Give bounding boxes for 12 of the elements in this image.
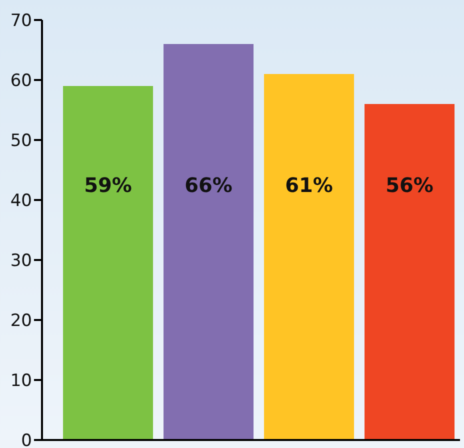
y-tick-label: 50 [10, 131, 32, 152]
data-label: 56% [386, 173, 434, 197]
y-tick-label: 30 [10, 251, 32, 272]
y-tick-label: 10 [10, 371, 32, 392]
y-tick-label: 0 [21, 431, 32, 448]
y-tick-label: 20 [10, 311, 32, 332]
data-label: 59% [84, 173, 132, 197]
y-tick-label: 40 [10, 191, 32, 212]
y-tick-label: 60 [10, 71, 32, 92]
y-tick-label: 70 [10, 11, 32, 32]
data-label: 61% [285, 173, 333, 197]
data-label: 66% [184, 173, 232, 197]
